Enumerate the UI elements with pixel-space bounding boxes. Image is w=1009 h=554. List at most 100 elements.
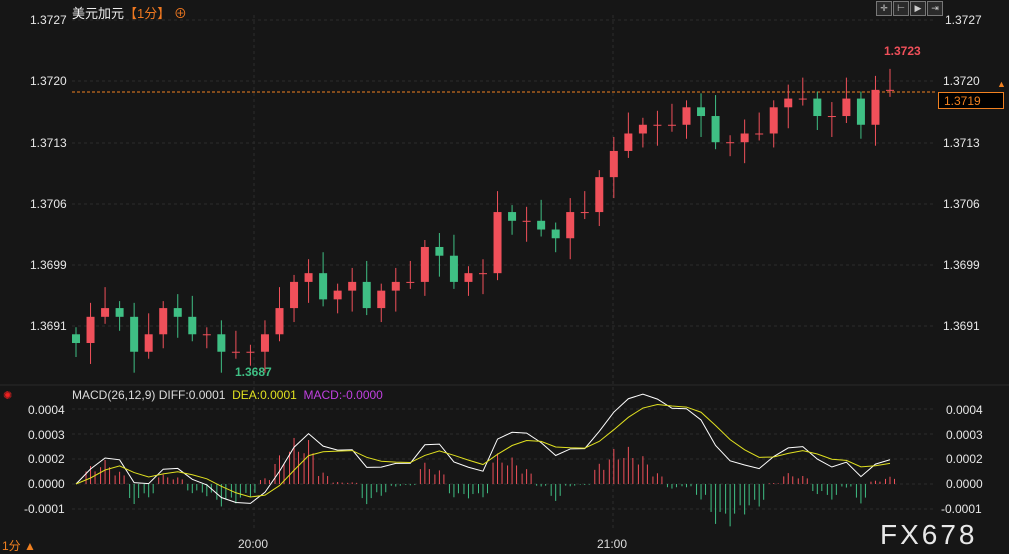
candle-body	[217, 334, 226, 352]
play-icon[interactable]: ▶	[910, 1, 926, 16]
period-label[interactable]: 【1分】	[124, 6, 171, 21]
macd-tick: -0.0001	[24, 502, 65, 516]
candle-body	[333, 290, 342, 300]
y-tick: 1.3706	[30, 197, 67, 211]
scroll-up-icon[interactable]: ▲	[997, 79, 1006, 89]
candle-body	[260, 334, 269, 352]
candle-body	[449, 255, 458, 282]
candle-body	[86, 316, 95, 344]
candle-body	[202, 334, 211, 336]
candle-body	[667, 124, 676, 126]
candle-body	[319, 273, 328, 300]
candle-body	[406, 281, 415, 283]
candle-body	[159, 308, 168, 335]
candle-body	[798, 98, 807, 100]
time-tick: 21:00	[597, 537, 628, 551]
macd-tick-right: 0.0004	[946, 403, 983, 417]
indicator-settings-icon[interactable]: ✺	[3, 390, 13, 402]
candle-body	[130, 316, 139, 352]
macd-tick-right: 0.0000	[946, 477, 983, 491]
y-tick-right: 1.3720	[943, 74, 980, 88]
crosshair-icon[interactable]: ✛	[876, 1, 892, 16]
y-tick: 1.3691	[30, 319, 67, 333]
symbol-name: 美元加元	[72, 6, 125, 21]
candle-body	[362, 281, 371, 309]
candle-body	[537, 220, 546, 230]
candle-body	[246, 351, 255, 353]
candle-body	[813, 98, 822, 117]
candle-body	[508, 212, 517, 221]
candle-body	[464, 273, 473, 282]
macd-tick: 0.0003	[28, 428, 65, 442]
y-tick-right: 1.3727	[945, 13, 982, 27]
y-tick-right: 1.3706	[943, 197, 980, 211]
period-switch[interactable]: 1分 ▲	[2, 539, 36, 553]
candle-body	[479, 273, 487, 275]
candle-body	[609, 150, 618, 178]
y-tick: 1.3699	[30, 258, 67, 272]
high-label: 1.3723	[884, 44, 921, 58]
candle-body	[726, 142, 735, 144]
diff-line	[75, 393, 891, 504]
macd-tick: 0.0004	[28, 403, 65, 417]
dea-value: DEA:0.0001	[232, 388, 297, 402]
candle-body	[304, 273, 313, 282]
candle-body	[624, 133, 633, 151]
candle-body	[551, 229, 560, 239]
candle-body	[697, 107, 706, 117]
y-tick: 1.3727	[30, 13, 67, 27]
candle-body	[115, 308, 124, 317]
candle-body	[72, 334, 80, 344]
candle-body	[711, 116, 720, 143]
macd-value: MACD:-0.0000	[303, 388, 383, 402]
candle-body	[377, 290, 386, 309]
candle-body	[740, 133, 749, 143]
y-tick-right: 1.3713	[943, 136, 980, 150]
current-price-badge: 1.3719	[938, 92, 1004, 109]
zoom-range-icon[interactable]: ⊢	[893, 1, 909, 16]
y-tick: 1.3720	[30, 74, 67, 88]
watermark: FX678	[880, 519, 978, 550]
candle-body	[871, 89, 880, 125]
y-tick: 1.3713	[30, 136, 67, 150]
macd-tick-right: 0.0003	[946, 428, 983, 442]
macd-params: MACD(26,12,9)	[72, 388, 156, 402]
candle-body	[595, 177, 604, 213]
candle-body	[638, 124, 647, 134]
candle-body	[420, 246, 429, 282]
candle-body	[144, 334, 153, 352]
candle-body	[275, 308, 284, 335]
candle-body	[769, 107, 778, 134]
candle-body	[842, 98, 851, 117]
candle-body	[391, 281, 400, 291]
macd-tick: 0.0002	[28, 452, 65, 466]
macd-legend: MACD(26,12,9) DIFF:0.0001 DEA:0.0001 MAC…	[72, 388, 383, 402]
time-tick: 20:00	[238, 537, 269, 551]
candle-body	[784, 98, 793, 108]
dea-line	[75, 403, 891, 498]
candle-body	[856, 98, 865, 125]
y-tick-right: 1.3691	[943, 319, 980, 333]
diff-value: DIFF:0.0001	[158, 388, 226, 402]
candle-body	[188, 316, 197, 335]
candle-body	[348, 281, 357, 291]
macd-tick-right: -0.0001	[941, 502, 982, 516]
candle-body	[682, 107, 691, 125]
candle-body	[101, 308, 110, 317]
candle-body	[173, 308, 182, 317]
candle-body	[493, 212, 502, 274]
candle-body	[580, 212, 589, 214]
plus-circle-icon[interactable]: ⊕	[170, 6, 187, 21]
candle-body	[290, 281, 299, 309]
candle-body	[886, 89, 894, 91]
jump-end-icon[interactable]: ⇥	[927, 1, 943, 16]
y-tick-right: 1.3699	[943, 258, 980, 272]
candle-body	[435, 246, 444, 256]
macd-tick: 0.0000	[28, 477, 65, 491]
candle-body	[566, 212, 575, 239]
macd-tick-right: 0.0002	[946, 452, 983, 466]
candle-body	[522, 220, 531, 222]
candle-body	[653, 124, 662, 126]
candle-body	[827, 116, 836, 118]
